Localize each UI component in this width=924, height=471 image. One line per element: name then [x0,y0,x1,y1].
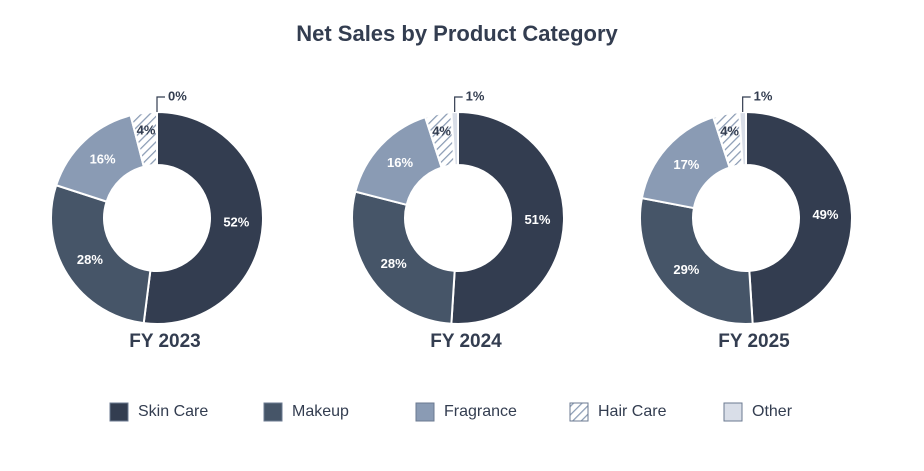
data-label: 16% [90,151,116,166]
legend-swatch [263,402,283,422]
data-label: 0% [168,88,187,103]
data-label: 28% [77,252,103,267]
callout-line [156,96,165,112]
legend-label: Other [752,403,793,420]
donut-slice [639,196,754,325]
data-label: 1% [754,88,773,103]
donut-slice [50,183,152,325]
data-label: 1% [466,88,485,103]
donut-title: FY 2025 [718,331,790,352]
chart-title: Net Sales by Product Category [296,21,618,46]
legend-swatch [569,402,589,422]
data-label: 4% [137,123,156,138]
legend-swatch [109,402,129,422]
data-label: 16% [387,155,413,170]
donut-slice [351,190,456,325]
donut-slice [738,110,747,167]
data-label: 49% [812,207,838,222]
callout-line [742,96,751,112]
legend-label: Hair Care [598,403,667,420]
data-label: 29% [673,262,699,277]
callout-line [454,96,463,112]
legend-label: Makeup [292,403,349,420]
data-label: 28% [381,256,407,271]
donut-slice [450,110,565,325]
donut-title: FY 2023 [129,331,200,352]
data-label: 4% [432,123,451,138]
legend-label: Fragrance [444,403,517,420]
donut-slice [450,110,459,167]
donut-slice [142,110,264,325]
legend-label: Skin Care [138,403,208,420]
data-label: 4% [720,123,739,138]
data-label: 17% [673,157,699,172]
donut-title: FY 2024 [430,331,502,352]
legend-swatch [723,402,743,422]
legend-swatch [415,402,435,422]
data-label: 52% [223,214,249,229]
data-label: 51% [524,212,550,227]
donut-slice [745,110,853,325]
